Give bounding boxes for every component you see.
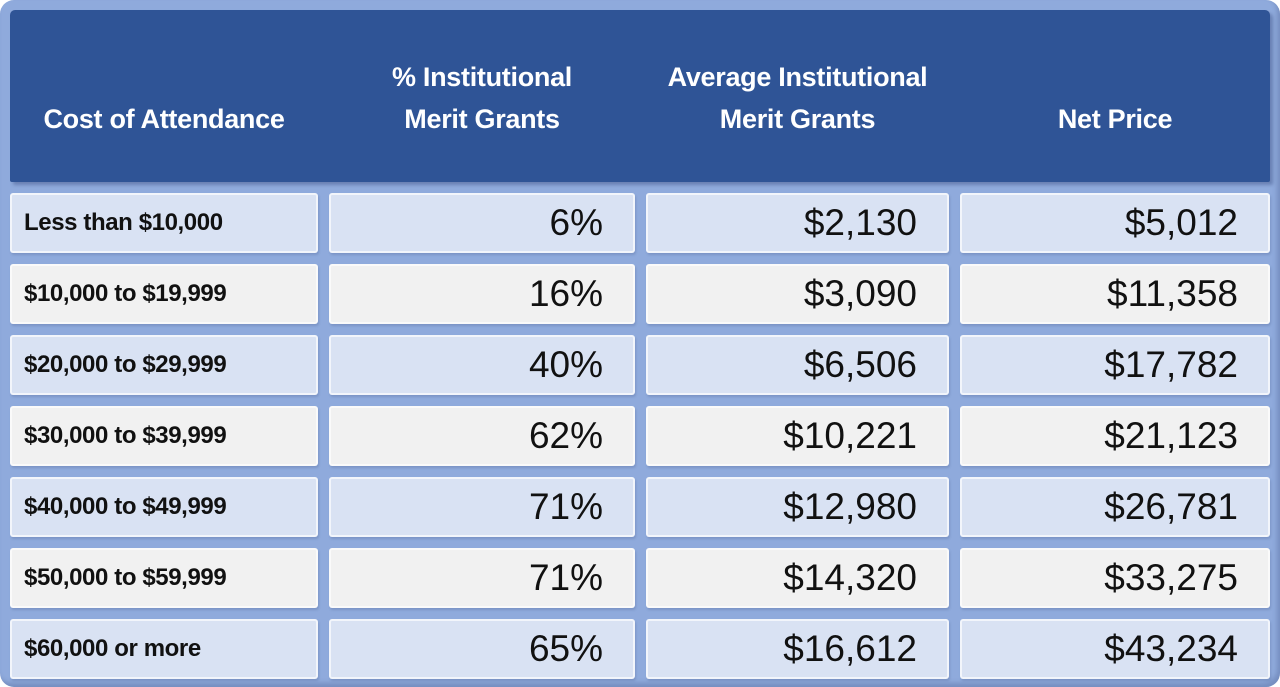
cell-average-merit-grant: $16,612 [646, 619, 949, 679]
cell-average-merit-grant: $3,090 [646, 264, 949, 324]
column-header-label: Cost of Attendance [43, 104, 285, 134]
cell-net-price: $43,234 [960, 619, 1270, 679]
table-header-row: Cost of Attendance % Institutional Merit… [10, 10, 1270, 182]
cell-cost-of-attendance: $60,000 or more [10, 619, 318, 679]
cell-net-price: $26,781 [960, 477, 1270, 537]
cell-net-price: $11,358 [960, 264, 1270, 324]
column-header-percent-institutional-merit-grants: % Institutional Merit Grants [329, 10, 635, 182]
cell-average-merit-grant: $10,221 [646, 406, 949, 466]
column-header-label: % Institutional Merit Grants [392, 62, 572, 134]
cell-cost-of-attendance: Less than $10,000 [10, 193, 318, 253]
cell-average-merit-grant: $2,130 [646, 193, 949, 253]
cell-net-price: $17,782 [960, 335, 1270, 395]
cell-cost-of-attendance: $50,000 to $59,999 [10, 548, 318, 608]
cell-net-price: $5,012 [960, 193, 1270, 253]
cell-net-price: $21,123 [960, 406, 1270, 466]
cell-percent-merit-grants: 71% [329, 477, 635, 537]
column-header-net-price: Net Price [960, 10, 1270, 182]
cell-cost-of-attendance: $40,000 to $49,999 [10, 477, 318, 537]
column-header-cost-of-attendance: Cost of Attendance [10, 10, 318, 182]
cell-average-merit-grant: $14,320 [646, 548, 949, 608]
cell-cost-of-attendance: $10,000 to $19,999 [10, 264, 318, 324]
cell-average-merit-grant: $6,506 [646, 335, 949, 395]
cell-average-merit-grant: $12,980 [646, 477, 949, 537]
column-header-label: Net Price [1057, 104, 1173, 134]
cell-percent-merit-grants: 16% [329, 264, 635, 324]
cell-percent-merit-grants: 62% [329, 406, 635, 466]
cell-cost-of-attendance: $30,000 to $39,999 [10, 406, 318, 466]
cell-percent-merit-grants: 40% [329, 335, 635, 395]
cell-percent-merit-grants: 65% [329, 619, 635, 679]
column-header-label: Average Institutional Merit Grants [667, 62, 928, 134]
cell-net-price: $33,275 [960, 548, 1270, 608]
cell-cost-of-attendance: $20,000 to $29,999 [10, 335, 318, 395]
cell-percent-merit-grants: 71% [329, 548, 635, 608]
cell-percent-merit-grants: 6% [329, 193, 635, 253]
column-header-average-institutional-merit-grants: Average Institutional Merit Grants [646, 10, 949, 182]
